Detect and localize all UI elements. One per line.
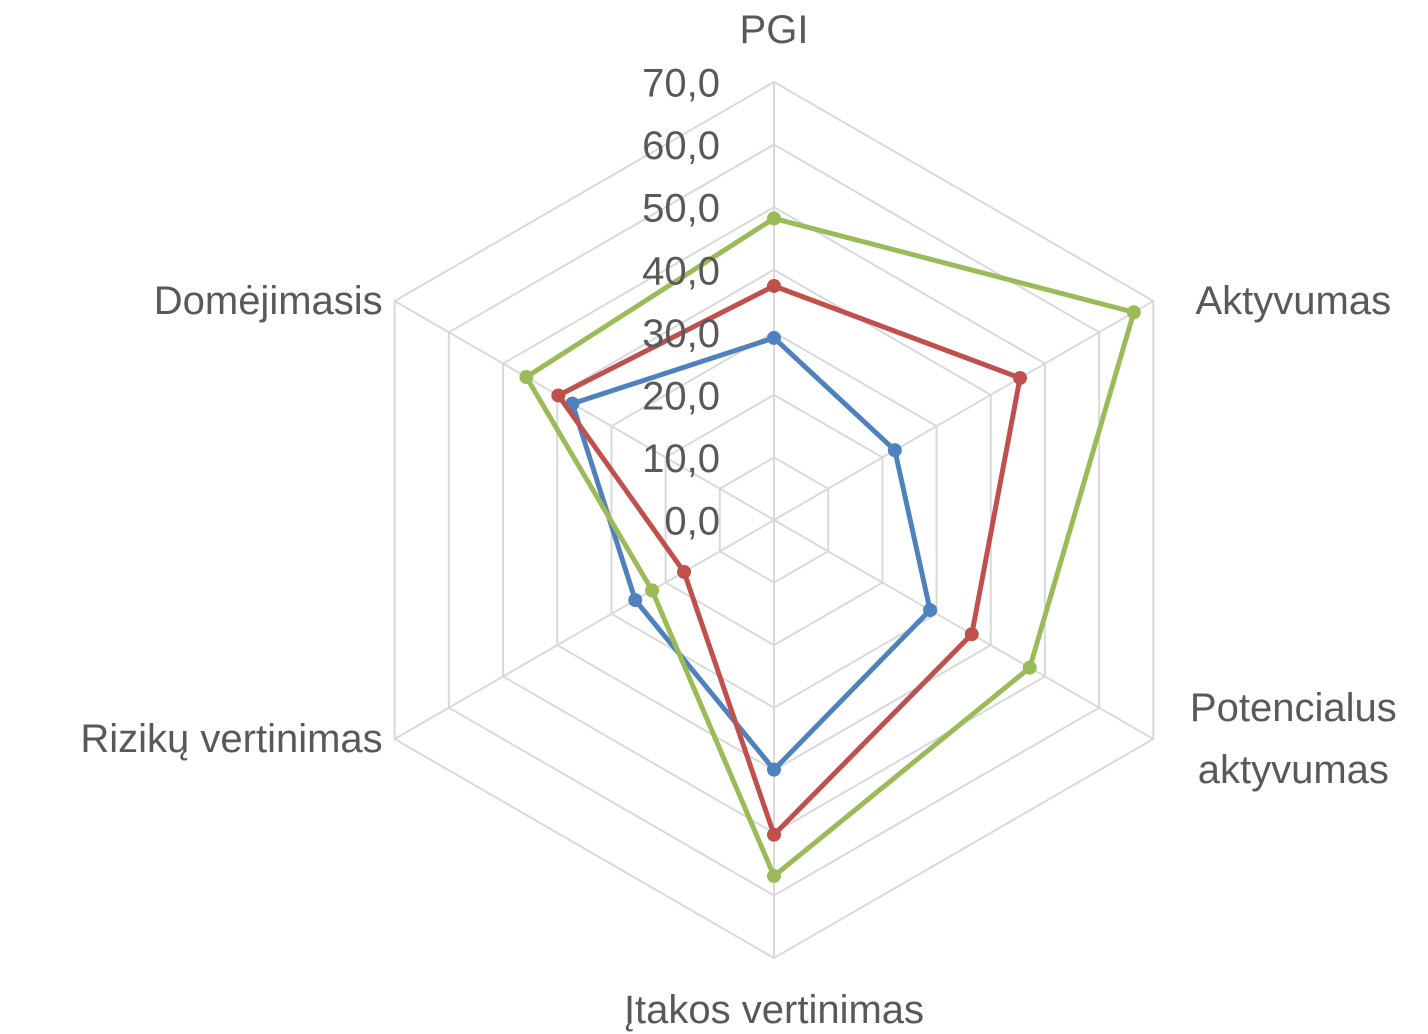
tick-label: 60,0 [642,124,720,168]
tick-label: 40,0 [642,249,720,293]
tick-label: 50,0 [642,187,720,231]
category-label: Domėjimasis [153,279,383,323]
data-point [677,564,692,579]
axis-line [773,300,1154,521]
tick-label: 30,0 [642,312,720,356]
data-point [551,388,566,403]
data-point [1022,660,1037,675]
tick-label: 0,0 [664,500,720,544]
axis-line [394,519,775,740]
axis-line [394,300,775,521]
data-point [964,627,979,642]
data-point [628,593,643,608]
data-point [767,869,781,884]
tick-label: 70,0 [642,62,720,106]
tick-label: 20,0 [642,374,720,418]
category-label: Rizikų vertinimas [80,717,383,761]
category-label: Įtakos vertinimas [623,988,925,1032]
data-point [519,370,534,385]
category-label: PGI [739,8,809,52]
data-point [767,762,781,777]
data-point [767,211,781,226]
data-point [645,583,660,598]
data-point [887,443,902,458]
data-point [1126,305,1141,320]
category-label: Potencialus aktyvumas [1189,686,1397,792]
category-label: Aktyvumas [1195,279,1392,323]
data-point [767,330,781,345]
data-point [923,603,938,618]
series-line [569,335,933,773]
axis-line [773,519,1154,740]
tick-label: 10,0 [642,437,720,481]
data-point [767,827,781,842]
data-point [1013,370,1028,385]
data-point [767,278,781,293]
